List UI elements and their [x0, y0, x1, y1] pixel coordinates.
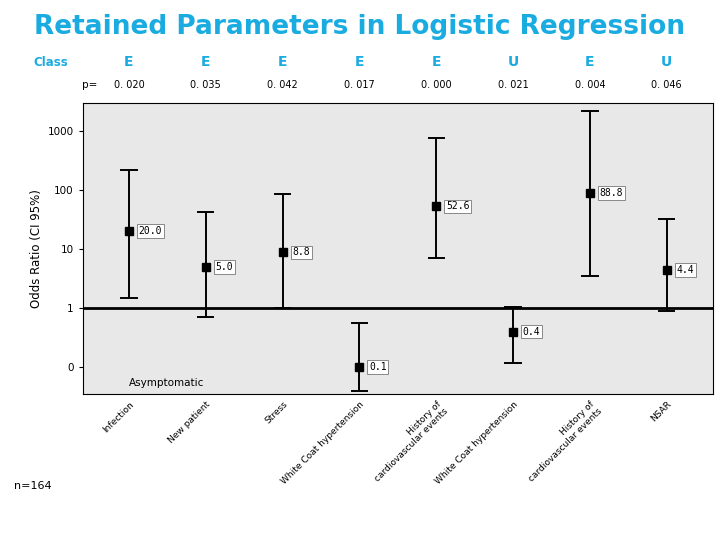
- Text: NSAR: NSAR: [649, 400, 673, 424]
- Text: 0. 042: 0. 042: [267, 80, 298, 90]
- Text: 0. 004: 0. 004: [575, 80, 606, 90]
- Text: New patient: New patient: [167, 400, 212, 445]
- Text: 0. 035: 0. 035: [190, 80, 221, 90]
- Text: Infection: Infection: [101, 400, 135, 434]
- Text: n=164: n=164: [14, 481, 52, 491]
- Text: 0.1: 0.1: [369, 362, 387, 372]
- Text: E: E: [278, 55, 287, 69]
- Text: 0. 017: 0. 017: [344, 80, 375, 90]
- Text: 0.4: 0.4: [523, 327, 541, 336]
- Text: E: E: [201, 55, 210, 69]
- Text: 52.6: 52.6: [446, 201, 469, 211]
- Text: p=: p=: [82, 80, 97, 90]
- Text: E: E: [124, 55, 134, 69]
- Text: White Coat hypertension: White Coat hypertension: [433, 400, 519, 486]
- Text: E: E: [431, 55, 441, 69]
- Text: History of
cardiovascular events: History of cardiovascular events: [366, 400, 450, 484]
- Text: U: U: [661, 55, 672, 69]
- Text: 5.0: 5.0: [215, 262, 233, 272]
- Text: White Coat hypertension: White Coat hypertension: [279, 400, 366, 486]
- Text: E: E: [355, 55, 364, 69]
- Text: Stress: Stress: [263, 400, 289, 426]
- Text: 8.8: 8.8: [292, 247, 310, 257]
- Text: History of
cardiovascular events: History of cardiovascular events: [519, 400, 603, 484]
- Text: 0. 000: 0. 000: [421, 80, 451, 90]
- Text: 4.4: 4.4: [676, 265, 694, 275]
- Text: Asymptomatic: Asymptomatic: [129, 377, 204, 388]
- Text: U: U: [508, 55, 518, 69]
- Text: 0. 020: 0. 020: [114, 80, 144, 90]
- Text: 0. 046: 0. 046: [652, 80, 682, 90]
- Text: 0. 021: 0. 021: [498, 80, 528, 90]
- Text: 20.0: 20.0: [139, 226, 162, 236]
- Text: E: E: [585, 55, 595, 69]
- Text: Class: Class: [34, 56, 68, 69]
- Text: 88.8: 88.8: [600, 188, 623, 198]
- Y-axis label: Odds Ratio (CI 95%): Odds Ratio (CI 95%): [30, 189, 43, 308]
- Text: Pseudo R²=0.321, goodness of classification 64%: Pseudo R²=0.321, goodness of classificat…: [65, 512, 382, 522]
- Text: Retained Parameters in Logistic Regression: Retained Parameters in Logistic Regressi…: [35, 14, 685, 39]
